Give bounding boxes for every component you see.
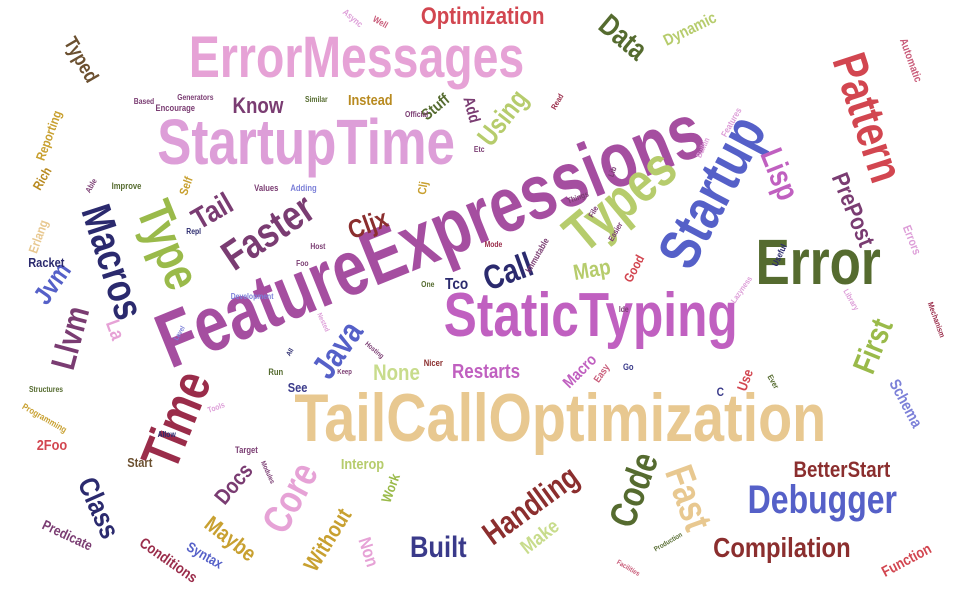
word-instead: Instead bbox=[347, 91, 393, 109]
word-first: First bbox=[845, 313, 900, 379]
word-similar: Similar bbox=[304, 95, 328, 104]
word-based: Based bbox=[133, 97, 155, 106]
word-c: C bbox=[716, 385, 724, 399]
word-official: Official bbox=[404, 110, 428, 119]
word-one: One bbox=[421, 280, 435, 289]
word-errormessages: ErrorMessages bbox=[188, 25, 524, 90]
word-errors: Errors bbox=[899, 223, 925, 257]
word-good: Good bbox=[620, 251, 648, 285]
word-development: Development bbox=[230, 292, 274, 301]
word-hosting: Hosting bbox=[363, 340, 385, 360]
word-lisp: Lisp bbox=[753, 142, 807, 206]
word-optimization: Optimization bbox=[420, 3, 544, 30]
word-fast: Fast bbox=[656, 459, 721, 537]
word-self: Self bbox=[176, 174, 196, 198]
word-la: La bbox=[100, 316, 128, 344]
word-able: Able bbox=[83, 177, 99, 195]
word-erlang: Erlang bbox=[25, 217, 52, 255]
word-automatic: Automatic bbox=[896, 36, 924, 84]
word-betterstart: BetterStart bbox=[793, 457, 891, 482]
word-dynamic: Dynamic bbox=[660, 9, 719, 50]
word-restarts: Restarts bbox=[452, 361, 521, 383]
word-none: None bbox=[372, 360, 420, 385]
word-reporting: Reporting bbox=[32, 107, 65, 163]
word-improve: Improve bbox=[111, 180, 141, 191]
word-code: Code bbox=[601, 447, 667, 533]
word-know: Know bbox=[232, 93, 284, 118]
word-predicate: Predicate bbox=[39, 516, 95, 554]
word-mechanism: Mechanism bbox=[925, 300, 947, 339]
word-2foo: 2Foo bbox=[36, 436, 68, 454]
word-host: Host bbox=[310, 242, 326, 251]
word-startuptime: StartupTime bbox=[157, 106, 455, 178]
word-non: Non bbox=[353, 534, 383, 570]
word-tailcalloptimization: TailCallOptimization bbox=[293, 380, 826, 456]
word-target: Target bbox=[234, 444, 258, 455]
word-repl: Repl bbox=[185, 227, 201, 236]
word-work: Work bbox=[377, 471, 403, 505]
word-read: Read bbox=[549, 92, 566, 112]
word-ide: Ide bbox=[618, 305, 629, 314]
word-built: Built bbox=[409, 531, 467, 564]
word-nicer: Nicer bbox=[423, 357, 443, 368]
word-encourage: Encourage bbox=[154, 102, 195, 113]
word-mode: Mode bbox=[484, 240, 502, 249]
word-racket: Racket bbox=[27, 254, 64, 270]
word-schema: Schema bbox=[884, 376, 925, 431]
word-llvm: Llvm bbox=[43, 302, 97, 374]
word-modules: Modules bbox=[258, 459, 276, 485]
word-values: Values bbox=[253, 182, 278, 193]
word-facilities: Facilities bbox=[615, 558, 641, 578]
word-debugger: Debugger bbox=[747, 478, 897, 522]
word-interop: Interop bbox=[340, 455, 384, 473]
word-clj: Clj bbox=[414, 180, 431, 196]
word-allow: Allow bbox=[157, 430, 176, 439]
word-see: See bbox=[287, 379, 307, 395]
word-pattern: Pattern bbox=[821, 46, 913, 189]
word-adding: Adding bbox=[289, 182, 317, 193]
word-data: Data bbox=[591, 8, 653, 67]
word-go: Go bbox=[622, 361, 634, 372]
word-add: Add bbox=[458, 94, 483, 125]
word-tco: Tco bbox=[444, 276, 468, 293]
word-map: Map bbox=[571, 253, 613, 286]
word-function: Function bbox=[878, 539, 934, 581]
word-run: Run bbox=[268, 366, 284, 377]
word-etc: Etc bbox=[473, 145, 485, 154]
word-docs: Docs bbox=[209, 458, 258, 510]
word-error: Error bbox=[755, 226, 881, 298]
word-all: All bbox=[285, 346, 295, 358]
word-structures: Structures bbox=[29, 385, 64, 394]
word-keep: Keep bbox=[336, 368, 352, 376]
word-programming: Programming bbox=[19, 400, 69, 435]
word-generators: Generators bbox=[176, 93, 213, 102]
word-compilation: Compilation bbox=[713, 532, 851, 563]
word-rich: Rich bbox=[29, 163, 55, 193]
word-typed: Typed bbox=[58, 33, 102, 87]
word-production: Production bbox=[652, 531, 684, 553]
word-statictyping: StaticTyping bbox=[443, 281, 738, 350]
word-foo: Foo bbox=[295, 259, 309, 268]
word-start: Start bbox=[127, 454, 153, 470]
word-without: Without bbox=[298, 503, 357, 576]
